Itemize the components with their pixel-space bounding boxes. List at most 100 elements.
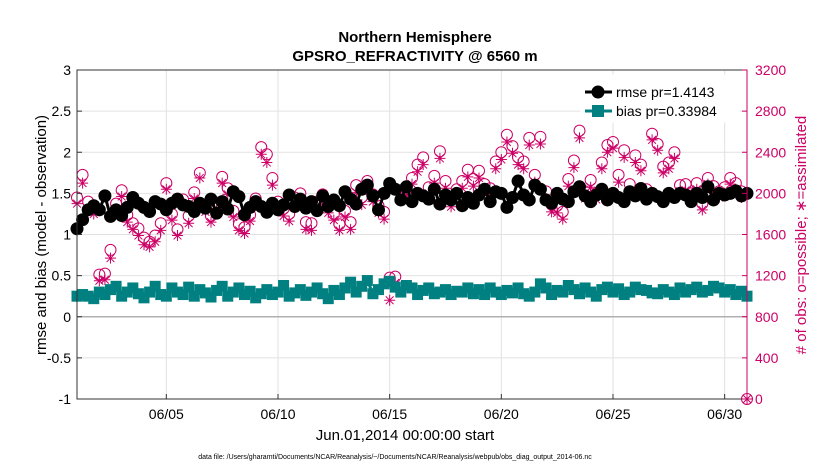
bias-point [378, 278, 390, 290]
bias-point [428, 288, 440, 300]
assimilated-obs-marker [194, 172, 206, 184]
bias-point [311, 282, 323, 294]
assimilated-obs-marker [551, 207, 563, 219]
bias-point [144, 286, 156, 298]
bias-point [434, 286, 446, 298]
bias-point [551, 284, 563, 296]
bias-series [71, 275, 753, 305]
bias-point [82, 290, 94, 302]
x-tick-label: 06/20 [484, 406, 519, 422]
rmse-point [701, 180, 715, 194]
assimilated-obs-marker [216, 177, 228, 189]
bias-point [127, 282, 139, 294]
legend-rmse-label: rmse pr=1.4143 [616, 84, 715, 100]
bias-point [685, 284, 697, 296]
assimilated-obs-marker [562, 180, 574, 192]
bias-point [663, 286, 675, 298]
bias-point [322, 293, 334, 305]
assimilated-obs-marker [233, 224, 245, 236]
assimilated-obs-marker [144, 241, 156, 253]
rmse-point [478, 182, 492, 196]
bias-point [568, 284, 580, 296]
bias-point [646, 287, 658, 299]
assimilated-obs-marker [412, 166, 424, 178]
rmse-point [143, 204, 157, 218]
assimilated-obs-marker [507, 147, 518, 159]
bias-point [384, 275, 396, 287]
bias-point [641, 284, 652, 296]
y-left-tick-label: 0 [63, 309, 71, 325]
bias-point [495, 289, 507, 301]
rmse-point [422, 192, 436, 206]
assimilated-obs-marker [601, 146, 613, 158]
assimilated-obs-marker [618, 151, 630, 163]
bias-point [188, 290, 200, 302]
rmse-point [545, 196, 559, 210]
bias-point [417, 284, 429, 296]
rmse-point [316, 189, 330, 203]
rmse-point [511, 174, 525, 188]
legend-bias-label: bias pr=0.33984 [616, 103, 717, 119]
assimilated-obs-marker [696, 204, 708, 216]
bias-point [534, 278, 546, 290]
bias-point [278, 279, 290, 291]
legend-rmse-marker [591, 85, 605, 99]
bias-point [490, 286, 502, 298]
bias-point [367, 288, 379, 300]
bias-point [708, 280, 719, 292]
rmse-point [533, 182, 547, 196]
chart-subtitle: GPSRO_REFRACTIVITY @ 6560 m [292, 48, 537, 65]
assimilated-obs-marker [300, 223, 312, 235]
bias-point [400, 279, 412, 291]
rmse-point [494, 186, 508, 200]
assimilated-obs-marker [574, 132, 585, 144]
assimilated-obs-marker [657, 167, 669, 179]
bias-point [546, 289, 558, 301]
bias-point [518, 288, 530, 300]
bias-point [328, 284, 340, 296]
assimilated-obs-marker [266, 179, 278, 191]
bias-point [166, 282, 178, 294]
assimilated-obs-marker [93, 275, 105, 287]
bias-point [668, 289, 680, 301]
assimilated-obs-marker [283, 215, 295, 227]
rmse-point [282, 188, 296, 202]
rmse-point [634, 181, 648, 195]
assimilated-obs-marker [227, 211, 239, 223]
bias-point [255, 288, 267, 300]
x-tick-label: 06/25 [595, 406, 630, 422]
rmse-point [506, 190, 519, 204]
bias-point [289, 287, 301, 299]
bias-point [585, 286, 597, 298]
bias-point [93, 286, 105, 298]
rmse-point [232, 190, 246, 204]
bias-point [512, 282, 524, 294]
y-right-tick-label: 2000 [755, 185, 786, 201]
bias-point [373, 284, 384, 296]
assimilated-obs-marker [138, 239, 150, 251]
assimilated-obs-marker [88, 208, 100, 220]
assimilated-obs-marker [613, 176, 625, 188]
y-left-tick-label: -0.5 [47, 350, 71, 366]
rmse-point [427, 182, 441, 196]
bias-point [618, 289, 630, 301]
bias-point [155, 289, 167, 301]
bias-point [467, 288, 479, 300]
assimilated-obs-marker [345, 223, 357, 235]
y-right-tick-label: 2400 [755, 144, 786, 160]
rmse-point [76, 213, 90, 227]
rmse-point [92, 203, 106, 217]
assimilated-obs-marker [462, 171, 474, 183]
axis-ticks: -1 -0.5 0 0.5 1 1.5 2 2.5 3 0 400 800 1200 1600 2000 24… [47, 62, 786, 422]
bias-point [507, 287, 518, 299]
bias-point [199, 287, 211, 299]
y-right-tick-label: 400 [755, 350, 779, 366]
y-left-tick-label: 3 [63, 62, 71, 78]
assimilated-obs-marker [105, 252, 116, 264]
assimilated-obs-marker [417, 159, 429, 171]
y-axis-right-label: # of obs: o=possible; ∗=assimilated [793, 116, 810, 355]
bias-point [345, 276, 357, 288]
rmse-point [277, 198, 291, 212]
assimilated-obs-marker [596, 163, 608, 175]
assimilated-obs-marker [188, 193, 200, 205]
